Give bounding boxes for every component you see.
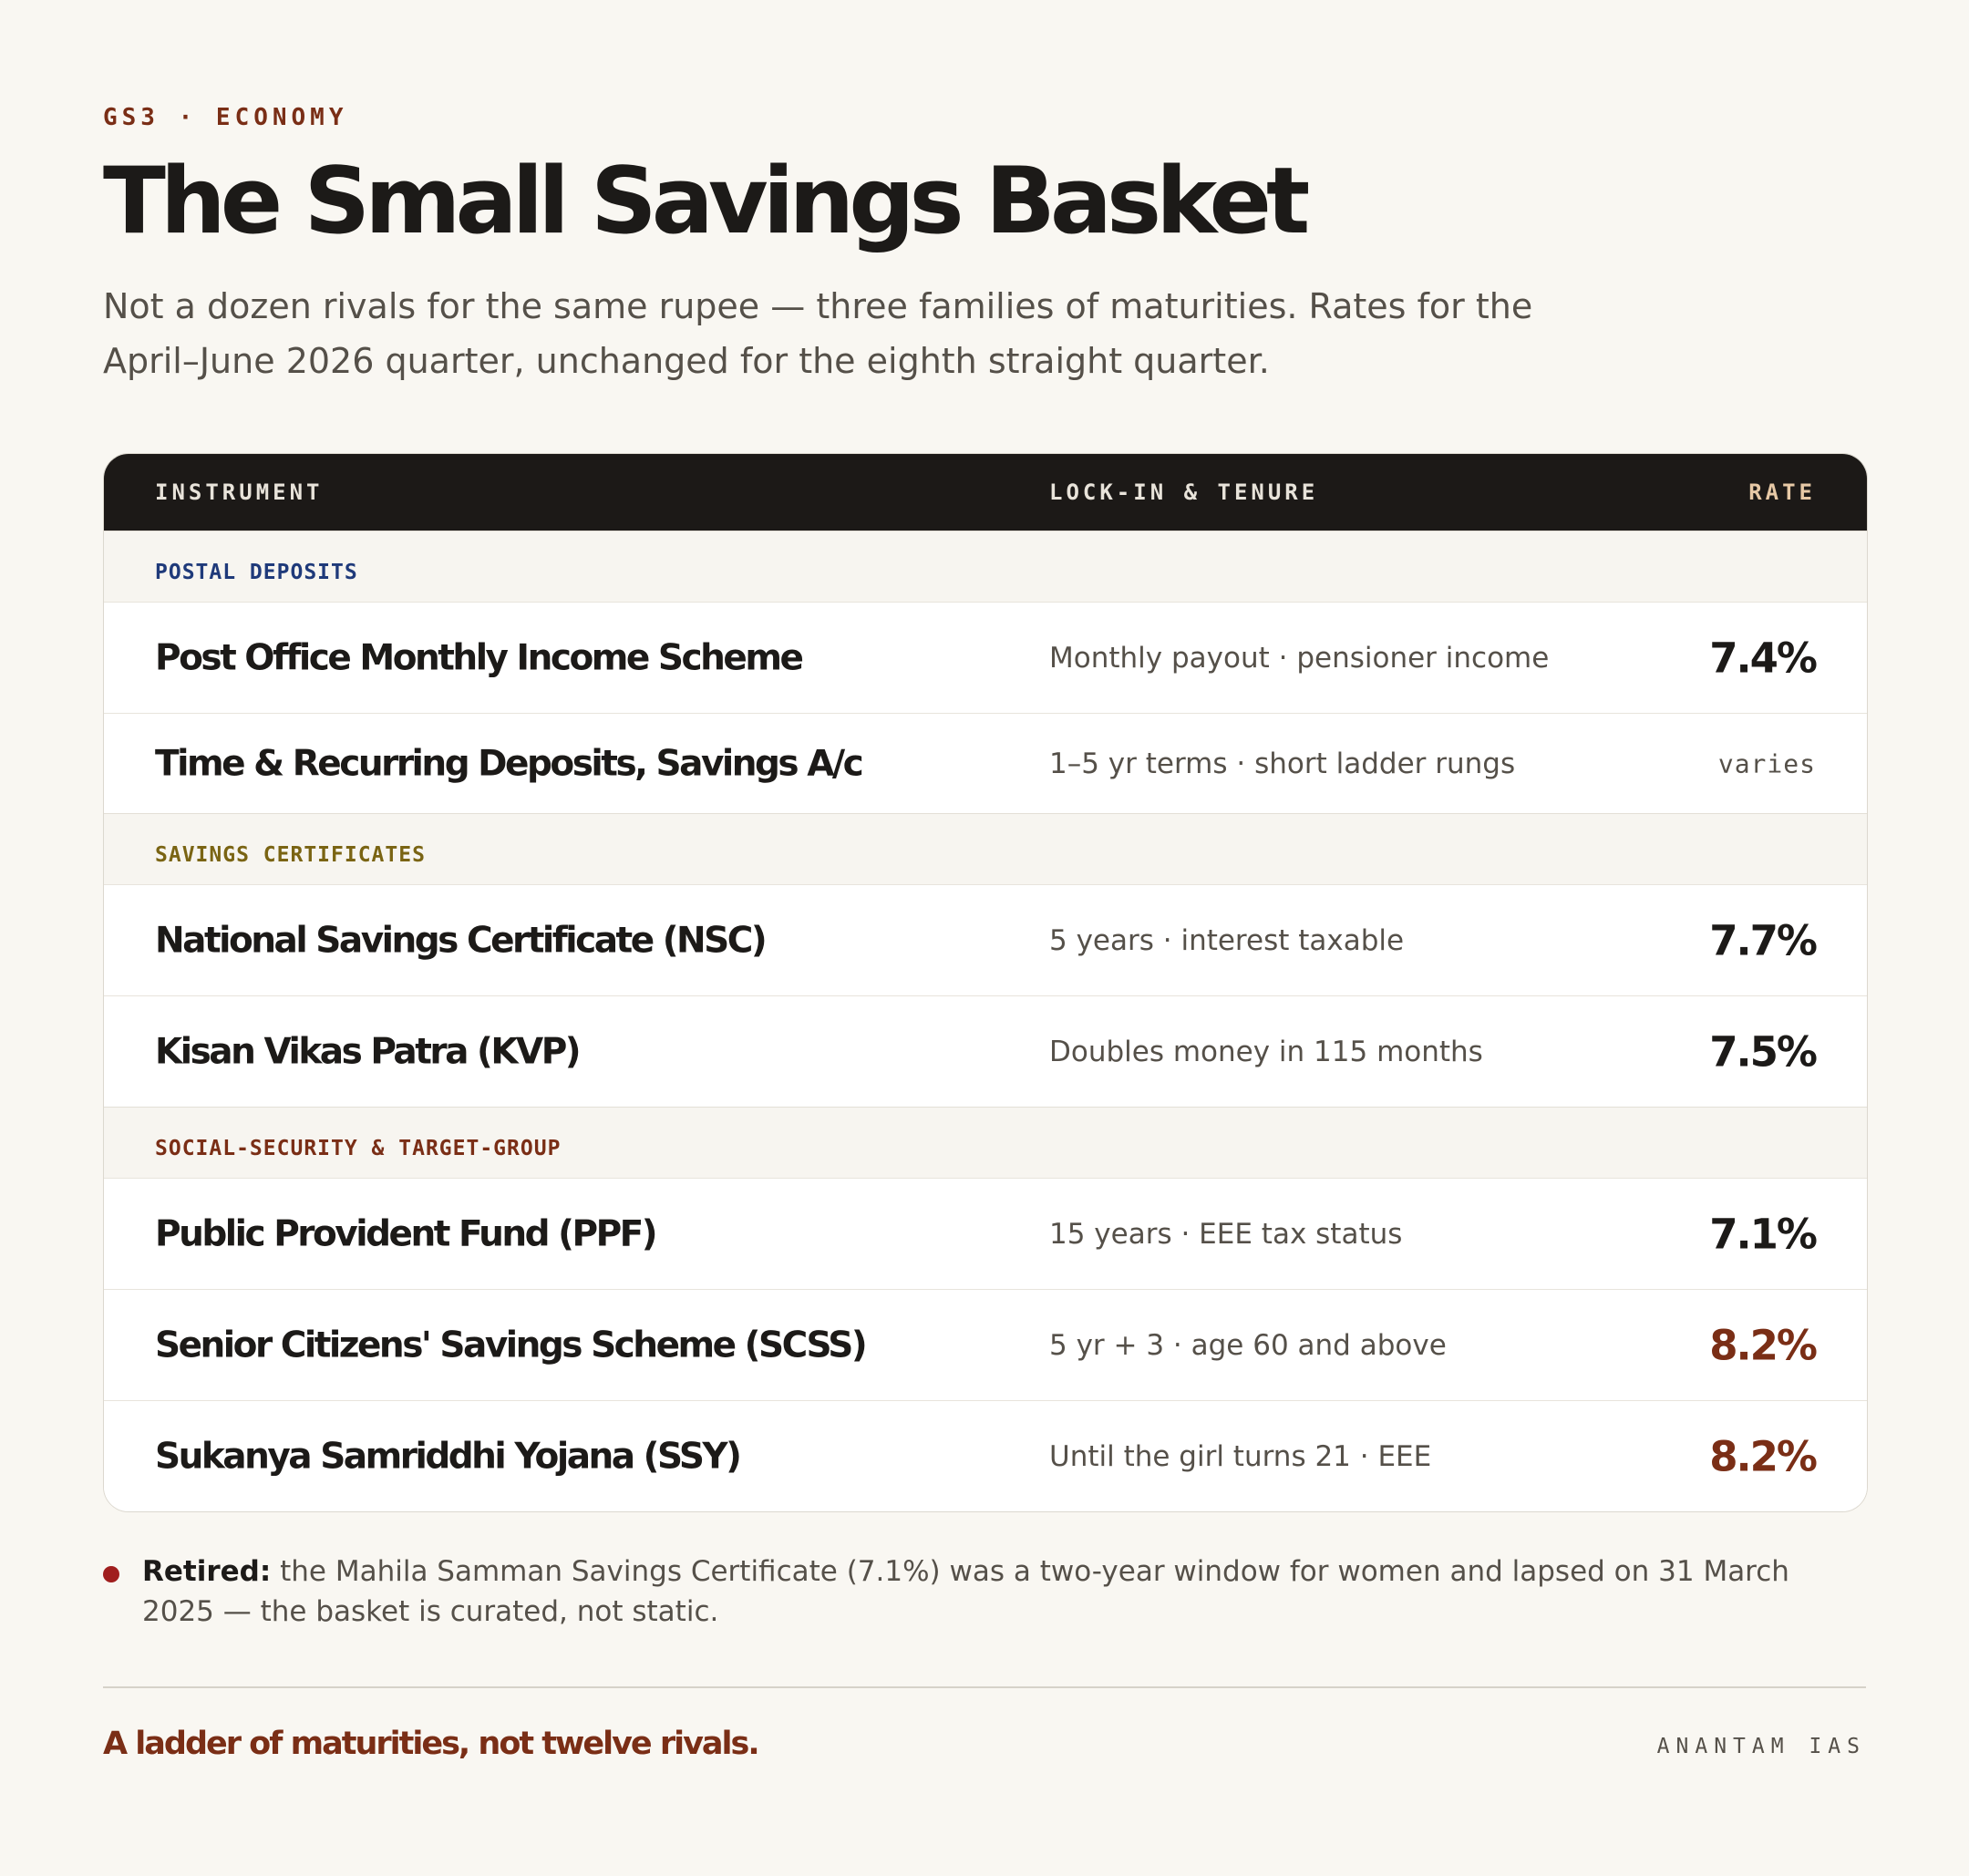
instrument-name: Senior Citizens' Savings Scheme (SCSS) xyxy=(155,1325,868,1366)
lock-in-tenure: 15 years · EEE tax status xyxy=(1049,1217,1403,1251)
table-row: National Savings Certificate (NSC) 5 yea… xyxy=(104,884,1867,995)
group-label: SAVINGS CERTIFICATES xyxy=(155,843,426,867)
table-row: Time & Recurring Deposits, Savings A/c 1… xyxy=(104,713,1867,813)
instrument-name: Kisan Vikas Patra (KVP) xyxy=(155,1031,582,1072)
interest-rate: varies xyxy=(1717,748,1816,778)
interest-rate: 7.4% xyxy=(1709,634,1818,682)
table-row: Sukanya Samriddhi Yojana (SSY) Until the… xyxy=(104,1400,1867,1511)
table-row: Post Office Monthly Income Scheme Monthl… xyxy=(104,602,1867,713)
footer-divider xyxy=(103,1686,1866,1688)
instrument-name: National Savings Certificate (NSC) xyxy=(155,920,768,961)
interest-rate-highlight: 8.2% xyxy=(1709,1432,1818,1480)
note-text: Retired: the Mahila Samman Savings Certi… xyxy=(142,1551,1810,1632)
column-header-instrument: INSTRUMENT xyxy=(155,479,324,505)
lock-in-tenure: Monthly payout · pensioner income xyxy=(1049,641,1550,675)
column-header-rate: RATE xyxy=(1748,479,1816,505)
interest-rate: 7.7% xyxy=(1709,916,1818,964)
instrument-name: Post Office Monthly Income Scheme xyxy=(155,637,804,678)
interest-rate-highlight: 8.2% xyxy=(1709,1321,1818,1369)
lock-in-tenure: 5 years · interest taxable xyxy=(1049,923,1405,957)
interest-rate: 7.1% xyxy=(1709,1210,1818,1258)
savings-table: INSTRUMENT LOCK-IN & TENURE RATE POSTAL … xyxy=(103,453,1868,1512)
note-body: the Mahila Samman Savings Certificate (7… xyxy=(142,1555,1789,1628)
group-label: SOCIAL-SECURITY & TARGET-GROUP xyxy=(155,1137,562,1160)
column-header-lock-in: LOCK-IN & TENURE xyxy=(1049,479,1319,505)
table-header: INSTRUMENT LOCK-IN & TENURE RATE xyxy=(104,454,1867,531)
group-header-certificates: SAVINGS CERTIFICATES xyxy=(104,813,1867,884)
eyebrow-label: GS3 · ECONOMY xyxy=(103,104,348,131)
brand-mark: ANANTAM IAS xyxy=(1656,1735,1866,1758)
table-row: Senior Citizens' Savings Scheme (SCSS) 5… xyxy=(104,1289,1867,1400)
table-row: Public Provident Fund (PPF) 15 years · E… xyxy=(104,1178,1867,1289)
note-lead: Retired: xyxy=(142,1555,272,1588)
lede-paragraph: Not a dozen rivals for the same rupee — … xyxy=(103,286,1533,381)
footer-tagline: A ladder of maturities, not twelve rival… xyxy=(103,1726,760,1762)
interest-rate: 7.5% xyxy=(1709,1027,1818,1076)
lock-in-tenure: Doubles money in 115 months xyxy=(1049,1035,1483,1068)
lock-in-tenure: 5 yr + 3 · age 60 and above xyxy=(1049,1328,1447,1362)
instrument-name: Public Provident Fund (PPF) xyxy=(155,1213,658,1254)
group-header-social-security: SOCIAL-SECURITY & TARGET-GROUP xyxy=(104,1107,1867,1178)
bullet-dot-icon xyxy=(103,1566,119,1582)
page-title: The Small Savings Basket xyxy=(103,147,1310,254)
group-label: POSTAL DEPOSITS xyxy=(155,561,358,584)
lock-in-tenure: 1–5 yr terms · short ladder rungs xyxy=(1049,747,1516,780)
table-row: Kisan Vikas Patra (KVP) Doubles money in… xyxy=(104,995,1867,1107)
lock-in-tenure: Until the girl turns 21 · EEE xyxy=(1049,1439,1432,1473)
group-header-postal: POSTAL DEPOSITS xyxy=(104,531,1867,602)
instrument-name: Sukanya Samriddhi Yojana (SSY) xyxy=(155,1436,742,1477)
instrument-name: Time & Recurring Deposits, Savings A/c xyxy=(155,743,864,784)
